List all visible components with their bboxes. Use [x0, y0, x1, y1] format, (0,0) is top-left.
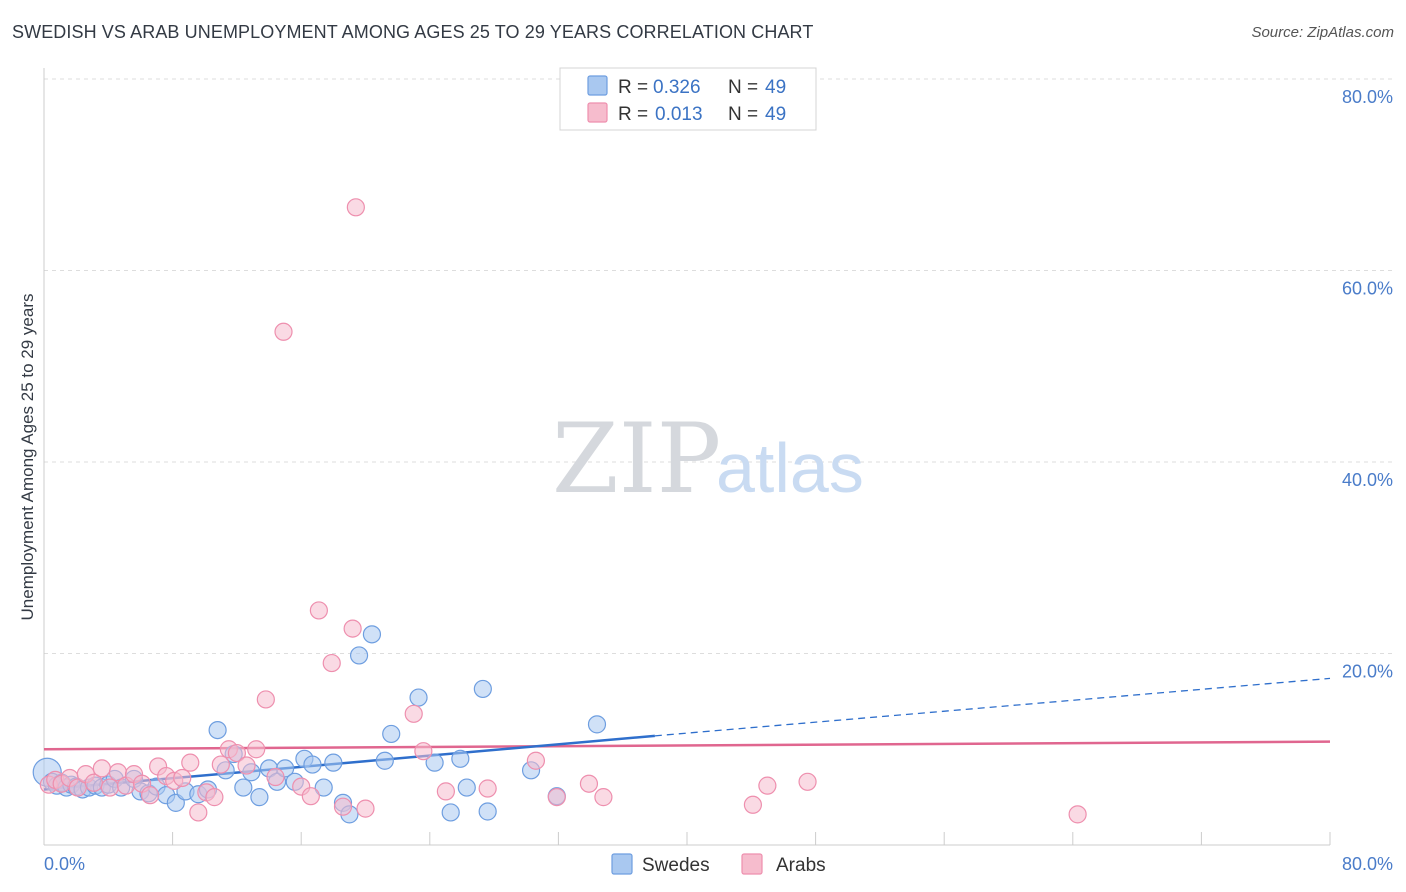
point-arabs: [404, 704, 423, 723]
bottom-legend-arabs: Arabs: [776, 855, 826, 876]
point-swedes: [473, 679, 492, 699]
point-swedes: [324, 753, 343, 772]
point-swedes: [587, 715, 607, 734]
point-swedes: [478, 802, 497, 821]
legend-n-label-swedes: N =: [728, 77, 758, 98]
point-swedes: [234, 778, 253, 797]
point-arabs: [414, 742, 433, 761]
point-swedes: [250, 788, 269, 807]
bottom-legend-swedes: Swedes: [642, 855, 710, 876]
point-arabs: [205, 788, 224, 807]
point-arabs: [100, 778, 120, 797]
y-tick-label-1: 40.0%: [1342, 470, 1393, 490]
correlation-legend: R = 0.326 N = 49 R = 0.013 N = 49: [559, 67, 817, 131]
point-arabs: [181, 753, 200, 772]
watermark-atlas: atlas: [716, 429, 864, 507]
point-arabs: [237, 756, 256, 775]
point-swedes: [375, 751, 394, 770]
point-arabs: [526, 751, 545, 770]
bottom-legend-swatch-arabs: [741, 853, 763, 875]
x-tick-label-0: 0.0%: [44, 854, 85, 874]
point-swedes: [441, 803, 460, 822]
point-arabs: [322, 653, 341, 673]
point-arabs: [579, 774, 599, 793]
y-tick-labels: 20.0% 40.0% 60.0% 80.0%: [1342, 87, 1393, 682]
point-arabs: [92, 759, 111, 778]
point-swedes: [382, 724, 401, 744]
legend-r-label-arabs: R =: [618, 104, 648, 125]
legend-swatch-arabs: [587, 102, 608, 123]
point-swedes: [349, 646, 369, 665]
y-tick-label-2: 60.0%: [1342, 279, 1393, 299]
point-arabs: [211, 755, 230, 774]
gridlines: [44, 78, 1392, 654]
chart-title: SWEDISH VS ARAB UNEMPLOYMENT AMONG AGES …: [12, 22, 814, 42]
series-legend: Swedes Arabs: [611, 853, 826, 876]
point-arabs: [227, 743, 246, 763]
point-arabs: [547, 788, 566, 807]
watermark: ZIP atlas: [552, 403, 864, 515]
data-points: [32, 198, 1087, 824]
point-arabs: [743, 795, 763, 814]
point-arabs: [189, 803, 208, 822]
point-swedes: [425, 753, 444, 772]
series-arabs: [39, 198, 1087, 824]
point-arabs: [333, 797, 353, 816]
legend-r-label-swedes: R =: [618, 77, 648, 98]
trend-line-swedes-extension: [654, 677, 1331, 737]
point-arabs: [140, 786, 160, 805]
source-credit: Source: ZipAtlas.com: [1251, 24, 1394, 41]
point-arabs: [274, 322, 293, 341]
point-arabs: [343, 619, 362, 638]
point-arabs: [173, 768, 192, 788]
axes: [43, 68, 1331, 846]
point-swedes: [362, 625, 382, 644]
trend-lines: [43, 677, 1331, 791]
legend-swatch-swedes: [587, 75, 608, 96]
point-arabs: [798, 772, 817, 791]
point-arabs: [256, 690, 275, 709]
point-swedes: [303, 755, 322, 774]
point-arabs: [346, 198, 365, 217]
legend-n-value-arabs: 49: [765, 104, 786, 125]
point-swedes: [208, 720, 227, 740]
point-swedes: [451, 749, 470, 768]
point-swedes: [314, 778, 333, 797]
legend-r-value-swedes: 0.326: [653, 77, 701, 98]
point-arabs: [436, 782, 455, 801]
legend-n-value-swedes: 49: [765, 77, 786, 98]
point-arabs: [758, 776, 777, 795]
x-tick-labels: 0.0% 80.0%: [44, 854, 1393, 874]
legend-n-label-arabs: N =: [728, 104, 758, 125]
point-arabs: [266, 767, 285, 787]
point-swedes: [409, 688, 428, 707]
point-arabs: [594, 788, 613, 807]
point-arabs: [356, 799, 375, 818]
bottom-legend-swatch-swedes: [611, 853, 633, 875]
y-tick-label-0: 20.0%: [1342, 662, 1393, 682]
x-tick-label-1: 80.0%: [1342, 854, 1393, 874]
point-arabs: [301, 787, 320, 806]
point-arabs: [247, 740, 266, 759]
legend-r-value-arabs: 0.013: [655, 104, 703, 125]
point-arabs: [309, 601, 328, 620]
point-arabs: [478, 779, 497, 798]
point-swedes: [457, 778, 476, 797]
y-axis-label: Unemployment Among Ages 25 to 29 years: [18, 294, 37, 621]
watermark-zip: ZIP: [552, 403, 721, 515]
point-arabs: [1068, 805, 1087, 824]
y-tick-label-3: 80.0%: [1342, 87, 1393, 107]
